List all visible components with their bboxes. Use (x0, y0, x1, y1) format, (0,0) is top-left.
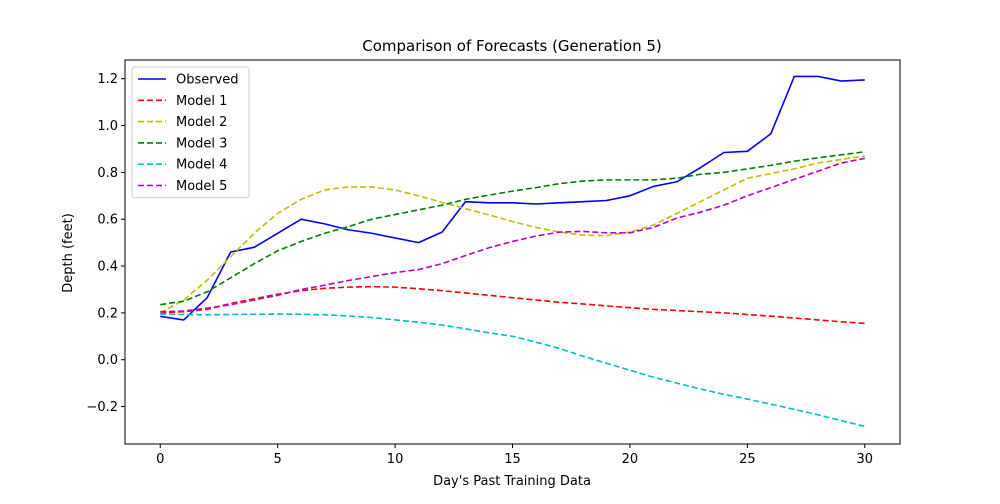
x-tick-label: 15 (504, 452, 521, 467)
legend-label-model-5: Model 5 (176, 179, 227, 194)
series-line-model-3 (160, 150, 865, 306)
x-tick-label: 25 (739, 452, 756, 467)
x-tick-label: 20 (622, 452, 639, 467)
y-tick-label: 0.0 (97, 353, 118, 368)
y-tick-label: 0.8 (97, 166, 118, 181)
x-tick-label: 10 (387, 452, 404, 467)
x-axis-label: Day's Past Training Data (433, 474, 591, 489)
y-tick-label: 0.2 (97, 306, 118, 321)
legend-label-model-3: Model 3 (176, 136, 227, 151)
y-tick-label: −0.2 (86, 400, 118, 415)
x-tick-label: 0 (156, 452, 164, 467)
legend-label-observed: Observed (176, 73, 239, 88)
legend-label-model-4: Model 4 (176, 158, 227, 173)
series-line-model-1 (160, 285, 865, 325)
y-tick-label: 0.6 (97, 213, 118, 228)
y-tick-label: 1.2 (97, 72, 118, 87)
chart-title: Comparison of Forecasts (Generation 5) (362, 37, 662, 55)
x-tick-label: 30 (856, 452, 873, 467)
x-tick-label: 5 (274, 452, 282, 467)
y-axis-label: Depth (feet) (61, 213, 76, 293)
series-line-model-4 (160, 313, 865, 428)
plot-frame (124, 59, 901, 445)
series-line-model-2 (159, 155, 865, 314)
y-tick-label: 1.0 (97, 119, 118, 134)
legend: Observed Model 1 Model 2 Model 3 Model 4 Mode… (131, 66, 250, 199)
series-layer (159, 75, 865, 428)
legend-label-model-1: Model 1 (176, 94, 227, 109)
legend-label-model-2: Model 2 (176, 115, 227, 130)
y-tick-label: 0.4 (97, 260, 118, 275)
series-line-model-5 (160, 157, 865, 313)
ticks-layer: 0 5 10 15 20 25 30 −0.2 0.0 0.2 0.4 0.6 0.8 1.0 1.2 (86, 72, 873, 467)
series-line-observed (160, 75, 865, 321)
